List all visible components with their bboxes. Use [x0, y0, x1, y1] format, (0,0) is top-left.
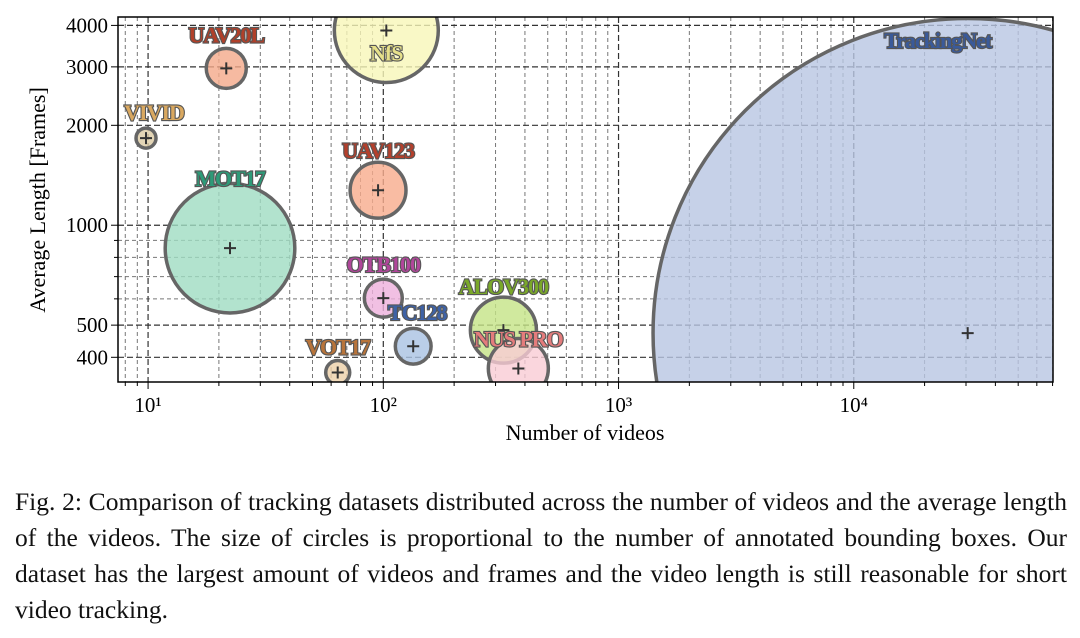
- bubble-label: VOT17: [306, 334, 371, 359]
- bubble-label: NUS PRO: [474, 327, 564, 352]
- center-marker: [377, 292, 390, 305]
- center-marker: [407, 340, 420, 353]
- center-marker: [331, 366, 344, 379]
- bubbles: [134, 17, 1053, 382]
- center-marker: [961, 327, 974, 340]
- chart: Number of videos Average Length [Frames]…: [25, 13, 1054, 445]
- x-tick-label: 10²: [370, 393, 397, 417]
- bubble-label: TrackingNet: [884, 28, 993, 53]
- caption: Fig. 2: Comparison of tracking datasets …: [15, 487, 1067, 624]
- bubble-label: OTB100: [347, 252, 421, 277]
- center-marker: [372, 184, 385, 197]
- bubble-label: ALOV300: [459, 274, 550, 299]
- x-tick-label: 10⁴: [840, 393, 868, 417]
- bubble: [651, 17, 1053, 382]
- x-tick-label: 10¹: [134, 393, 161, 417]
- y-axis-label: Average Length [Frames]: [25, 87, 50, 313]
- x-axis-label: Number of videos: [506, 420, 665, 445]
- center-marker: [497, 324, 510, 337]
- center-marker: [220, 62, 233, 75]
- bubble-label: UAV20L: [189, 22, 265, 47]
- bubble-label: NfS: [370, 41, 403, 66]
- plot-frame: [117, 16, 1054, 383]
- y-tick-label: 2000: [66, 113, 108, 137]
- bubble-label: TC128: [388, 300, 448, 325]
- bubble-label: UAV123: [342, 138, 415, 163]
- bubble-label: VIVID: [124, 100, 184, 125]
- center-marker: [512, 362, 525, 375]
- center-marker: [380, 24, 393, 37]
- y-tick-label: 1000: [66, 213, 108, 237]
- y-tick-label: 4000: [66, 13, 108, 37]
- bubble-label: MOT17: [195, 166, 266, 191]
- center-marker: [140, 132, 153, 145]
- bubble: [486, 336, 551, 382]
- y-tick-label: 400: [77, 345, 109, 369]
- y-tick-label: 500: [77, 313, 109, 337]
- y-tick-label: 3000: [66, 55, 108, 79]
- bubble: [332, 17, 441, 85]
- x-tick-label: 10³: [605, 393, 632, 417]
- center-marker: [224, 242, 237, 255]
